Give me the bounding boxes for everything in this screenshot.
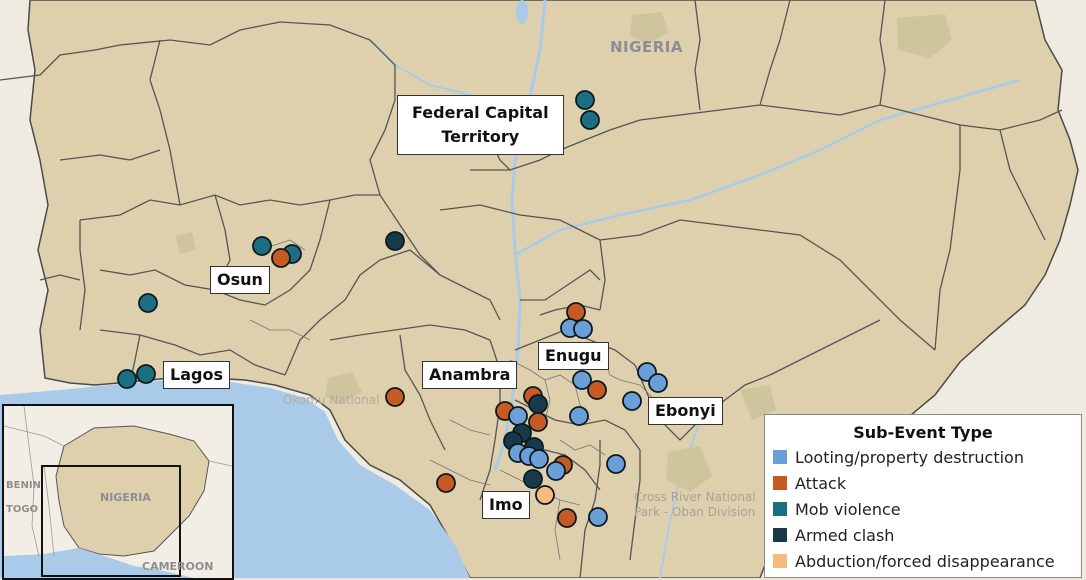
event-point-armed-clash[interactable] <box>385 231 405 251</box>
event-point-looting[interactable] <box>508 406 528 426</box>
event-point-looting[interactable] <box>622 391 642 411</box>
legend-swatch <box>773 528 787 542</box>
event-point-looting[interactable] <box>573 319 593 339</box>
event-point-mob-violence[interactable] <box>117 369 137 389</box>
event-point-armed-clash[interactable] <box>528 394 548 414</box>
state-label-imo: Imo <box>482 491 530 519</box>
state-label-osun: Osun <box>210 266 270 294</box>
inset-label-togo: TOGO <box>6 504 39 515</box>
state-label-ebonyi: Ebonyi <box>648 397 723 425</box>
protected-area <box>897 14 952 58</box>
event-point-attack[interactable] <box>271 248 291 268</box>
event-point-attack[interactable] <box>385 387 405 407</box>
protected-area <box>666 446 712 492</box>
legend: Sub-Event Type Looting/property destruct… <box>764 414 1082 578</box>
park-label-okomu: Okomu National <box>283 393 380 407</box>
state-label-anambra: Anambra <box>422 361 518 389</box>
lake <box>516 0 528 24</box>
event-point-attack[interactable] <box>587 380 607 400</box>
event-point-looting[interactable] <box>572 370 592 390</box>
legend-label: Abduction/forced disappearance <box>795 551 1055 571</box>
legend-swatch <box>773 554 787 568</box>
state-label-enugu: Enugu <box>538 342 609 370</box>
inset-label-nigeria: NIGERIA <box>100 491 151 504</box>
park-label-line: Cross River National <box>634 490 756 504</box>
state-label-line: Territory <box>441 127 520 146</box>
lga-boundaries <box>249 239 656 561</box>
legend-item-attack: Attack <box>765 470 1081 496</box>
event-point-looting[interactable] <box>606 454 626 474</box>
protected-area <box>630 12 668 45</box>
legend-item-looting: Looting/property destruction <box>765 444 1081 470</box>
event-point-mob-violence[interactable] <box>575 90 595 110</box>
event-point-looting[interactable] <box>546 461 566 481</box>
event-point-mob-violence[interactable] <box>252 236 272 256</box>
state-label-lagos: Lagos <box>163 361 230 389</box>
protected-area <box>176 232 196 254</box>
legend-swatch <box>773 502 787 516</box>
park-label-cross-river: Cross River National Park - Oban Divisio… <box>634 490 756 520</box>
event-point-looting[interactable] <box>648 373 668 393</box>
park-label-line: Park - Oban Division <box>634 505 756 519</box>
event-point-armed-clash[interactable] <box>523 469 543 489</box>
event-point-attack[interactable] <box>557 508 577 528</box>
inset-map-canvas <box>4 406 232 578</box>
benue-river <box>514 78 1021 257</box>
event-point-looting[interactable] <box>588 507 608 527</box>
event-point-looting[interactable] <box>569 406 589 426</box>
state-label-fct: Federal Capital Territory <box>397 95 564 155</box>
legend-swatch <box>773 476 787 490</box>
state-boundaries <box>0 0 1063 578</box>
event-point-looting[interactable] <box>529 449 549 469</box>
legend-label: Attack <box>795 473 847 493</box>
legend-title: Sub-Event Type <box>853 423 993 442</box>
legend-item-armed-clash: Armed clash <box>765 522 1081 548</box>
legend-swatch <box>773 450 787 464</box>
event-point-mob-violence[interactable] <box>136 364 156 384</box>
protected-area <box>740 385 776 420</box>
legend-label: Mob violence <box>795 499 901 519</box>
event-point-mob-violence[interactable] <box>138 293 158 313</box>
event-point-attack[interactable] <box>436 473 456 493</box>
legend-item-mob-violence: Mob violence <box>765 496 1081 522</box>
inset-map: NIGERIA BENIN TOGO CAMEROON <box>2 404 234 580</box>
event-point-mob-violence[interactable] <box>580 110 600 130</box>
protected-area <box>325 372 362 405</box>
event-point-abduction[interactable] <box>535 485 555 505</box>
event-point-attack[interactable] <box>528 412 548 432</box>
legend-label: Looting/property destruction <box>795 447 1024 467</box>
state-label-line: Federal Capital <box>412 103 549 122</box>
inset-label-cameroon: CAMEROON <box>142 560 214 573</box>
event-points[interactable] <box>117 90 668 528</box>
legend-item-abduction: Abduction/forced disappearance <box>765 548 1081 574</box>
inset-label-benin: BENIN <box>6 480 41 491</box>
legend-label: Armed clash <box>795 525 895 545</box>
country-label: NIGERIA <box>610 38 683 56</box>
